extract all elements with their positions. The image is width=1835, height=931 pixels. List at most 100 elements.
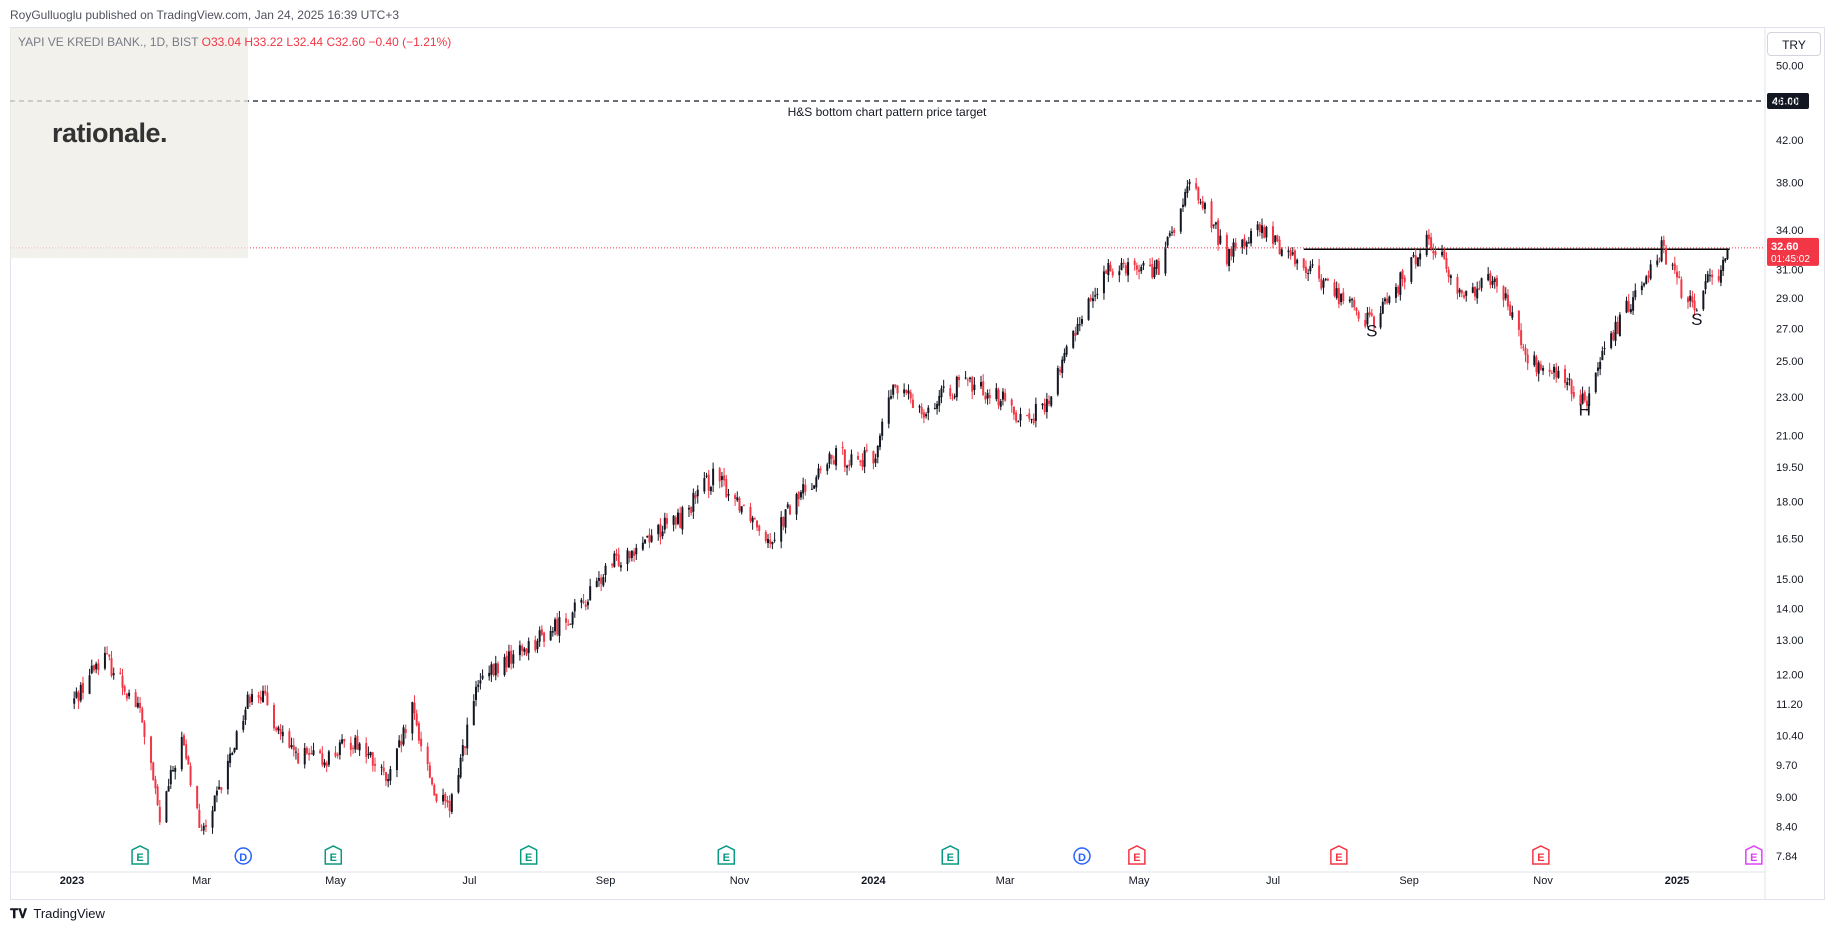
candle-body xyxy=(338,742,341,755)
candle-body xyxy=(503,657,506,675)
tradingview-brand[interactable]: 𝐓𝐕 TradingView xyxy=(10,906,105,922)
candle-body xyxy=(1072,331,1075,348)
candle-body xyxy=(382,767,385,772)
candle-body xyxy=(1379,313,1382,328)
candle-body xyxy=(894,384,897,387)
candle-body xyxy=(1164,246,1167,274)
candle-body xyxy=(1102,271,1105,294)
candle-body xyxy=(512,654,515,664)
event-letter: E xyxy=(330,852,337,864)
candle-body xyxy=(907,390,910,394)
price-axis[interactable]: 50.00 46.00 42.00 38.00 34.00 31.00 29.00 27.00… xyxy=(1764,28,1804,899)
candle-body xyxy=(75,691,78,698)
candle-body xyxy=(292,745,295,751)
candle-body xyxy=(1151,263,1154,278)
candle-body xyxy=(1564,368,1567,384)
candle-body xyxy=(1256,224,1259,231)
candle-body xyxy=(1399,272,1402,296)
candle-body xyxy=(1232,242,1235,257)
candle-body xyxy=(674,517,677,525)
candle-body xyxy=(1043,403,1046,412)
candle-body xyxy=(1278,239,1281,255)
time-axis[interactable]: 2023 Mar May Jul Sep Nov 2024 Mar May Jul Sep Nov 20… xyxy=(10,871,1765,887)
countdown-label: 01:45:02 xyxy=(1771,254,1810,265)
candle-body xyxy=(1293,250,1296,265)
pattern-label: H xyxy=(1579,401,1591,420)
earnings-shape xyxy=(1330,845,1348,865)
candle-body xyxy=(389,769,392,781)
candle-body xyxy=(1539,364,1542,370)
symbol-legend[interactable]: YAPI VE KREDI BANK., 1D, BIST O33.04 H33… xyxy=(18,35,451,49)
candle-body xyxy=(343,739,346,742)
currency-button[interactable]: TRY xyxy=(1767,32,1821,56)
candle-body xyxy=(725,479,728,498)
dividend-circle xyxy=(234,847,253,865)
candle-body xyxy=(461,745,464,757)
candle-body xyxy=(1553,366,1556,373)
candle-body xyxy=(1074,332,1077,336)
candle-body xyxy=(799,492,802,498)
candle-body xyxy=(358,743,361,751)
candle-body xyxy=(738,498,741,511)
candle-body xyxy=(1364,320,1367,327)
candle-body xyxy=(1410,257,1413,282)
x-tick-label: 2024 xyxy=(861,875,886,887)
candle-body xyxy=(690,506,693,513)
earnings-shape xyxy=(519,845,538,865)
candle-body xyxy=(1059,369,1062,372)
earnings-shape xyxy=(1128,845,1146,865)
candle-body xyxy=(123,686,126,692)
earnings-marker: E xyxy=(717,845,736,865)
candle-body xyxy=(189,765,192,786)
y-tick-label: 10.40 xyxy=(1776,730,1804,742)
candle-body xyxy=(1581,393,1584,404)
candle-body xyxy=(1096,293,1099,295)
candle-body xyxy=(474,686,477,700)
candle-body xyxy=(1001,391,1004,400)
candle-body xyxy=(413,702,416,714)
candle-body xyxy=(569,623,572,625)
x-tick-label: Nov xyxy=(730,875,750,887)
rationale-logo: rationale. xyxy=(52,118,168,148)
y-tick-label: 42.00 xyxy=(1776,135,1804,147)
candle-body xyxy=(551,631,554,633)
candle-body xyxy=(1311,264,1314,266)
candle-body xyxy=(1353,300,1356,308)
candle-body xyxy=(1594,372,1597,393)
candle-body xyxy=(1568,378,1571,381)
candle-body xyxy=(1333,282,1336,296)
candle-body xyxy=(154,779,157,789)
y-tick-label: 14.00 xyxy=(1776,604,1804,616)
candle-body xyxy=(1135,265,1138,270)
candle-body xyxy=(1348,299,1351,302)
candle-body xyxy=(543,632,546,642)
candle-body xyxy=(321,753,324,765)
candle-body xyxy=(1028,413,1031,419)
candle-body xyxy=(1061,359,1064,374)
candle-body xyxy=(81,683,84,693)
candle-body xyxy=(1243,238,1246,246)
candle-body xyxy=(510,650,513,664)
candle-body xyxy=(1225,235,1228,265)
candle-body xyxy=(1186,186,1189,194)
candle-body xyxy=(1373,316,1376,326)
x-tick-label: Sep xyxy=(596,875,616,887)
candle-body xyxy=(843,449,846,468)
candle-body xyxy=(1366,312,1369,325)
candle-body xyxy=(518,645,521,656)
candle-body xyxy=(1493,278,1496,282)
event-letter: E xyxy=(723,852,730,864)
candle-body xyxy=(611,564,614,566)
candle-body xyxy=(1291,252,1294,255)
candle-body xyxy=(1618,314,1621,337)
candle-body xyxy=(1324,279,1327,281)
candle-body xyxy=(1197,187,1200,201)
candle-body xyxy=(1201,201,1204,209)
candle-body xyxy=(922,412,925,418)
candle-body xyxy=(1647,275,1650,278)
candle-body xyxy=(556,618,559,635)
candle-body xyxy=(1080,319,1083,324)
candle-body xyxy=(481,675,484,679)
candle-body xyxy=(1318,265,1321,279)
